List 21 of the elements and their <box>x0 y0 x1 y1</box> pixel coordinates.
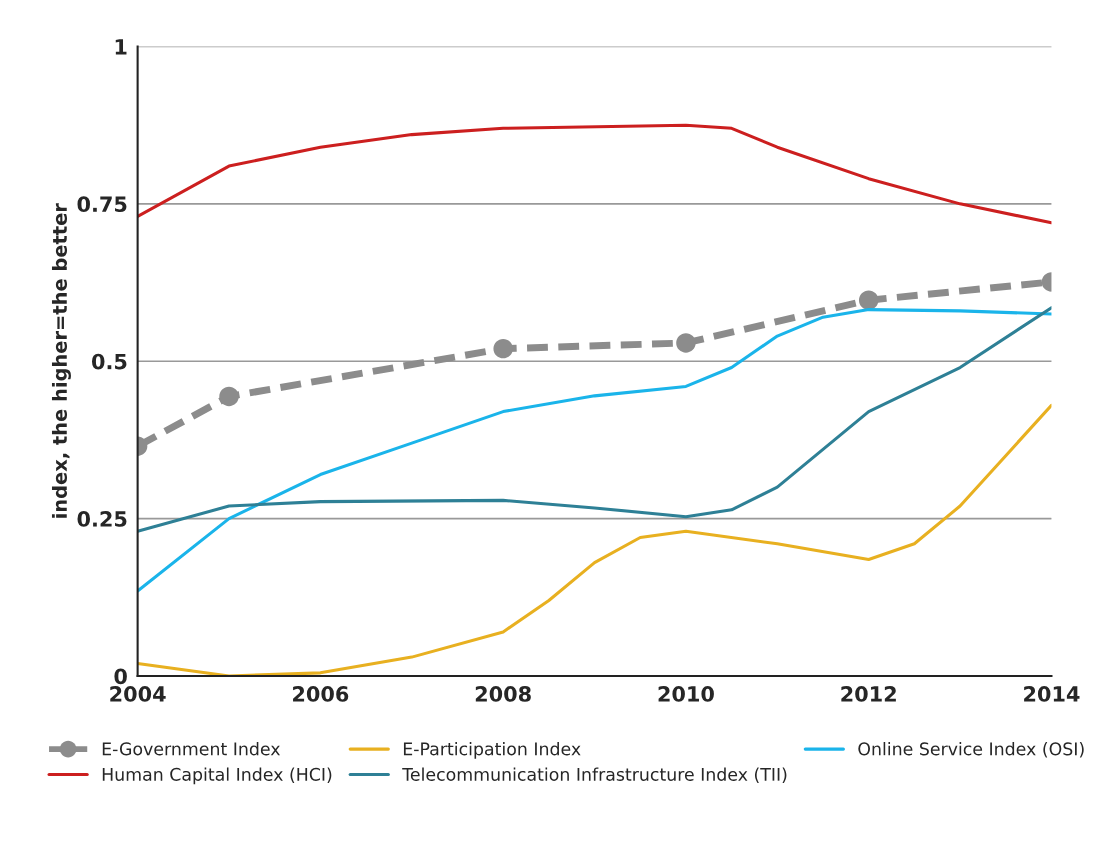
x-tick-label: 2014 <box>1024 686 1080 702</box>
y-tick-label: 1 <box>115 39 127 55</box>
x-tick-label: 2012 <box>841 686 896 702</box>
x-tick-label: 2008 <box>475 686 531 702</box>
legend-label: E-Participation Index <box>403 741 581 759</box>
y-tick-label: 0.75 <box>77 196 127 213</box>
y-tick-label: 0.25 <box>77 511 127 527</box>
x-tick-label: 2004 <box>110 686 166 702</box>
y-tick-label: 0.5 <box>91 353 127 370</box>
point <box>493 338 513 359</box>
line-series <box>137 306 1052 533</box>
x-tick-label: 2006 <box>293 686 349 702</box>
legend-label: E-Government Index <box>102 741 280 756</box>
line-series <box>137 123 1052 225</box>
legend-label: Online Service Index (OSI) <box>858 741 1084 758</box>
y-tick-label: 0 <box>114 668 127 685</box>
legend-label: Telecommunication Infrastructure Index (TII) <box>402 767 787 783</box>
y-axis-title: index, the higher=the better <box>51 203 71 518</box>
legend-label: Human Capital Index (HCI) <box>102 767 332 785</box>
x-tick-label: 2010 <box>658 686 714 702</box>
point <box>676 333 696 353</box>
